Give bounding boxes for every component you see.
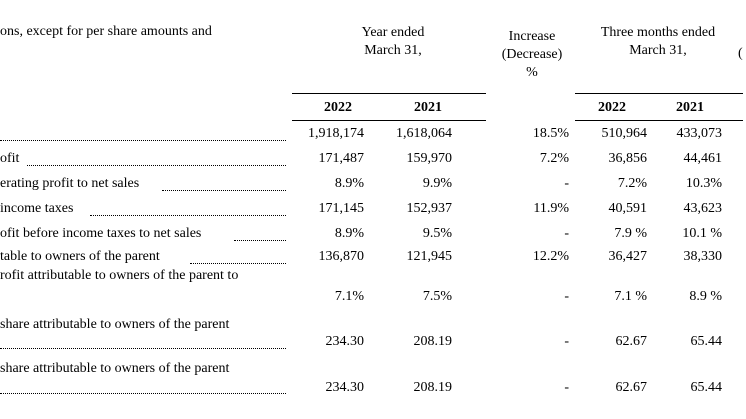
row-leader bbox=[190, 263, 286, 264]
cell-value: 11.9% bbox=[533, 201, 569, 216]
col-year-2021-a: 2021 bbox=[414, 100, 442, 115]
cell-value: 62.67 bbox=[615, 334, 648, 349]
row-label: ofit bbox=[0, 151, 20, 166]
cell-value: - bbox=[564, 176, 569, 191]
three-months-line1: Three months ended bbox=[600, 25, 716, 40]
cell-value: 65.44 bbox=[690, 380, 723, 395]
cell-value: 7.2% bbox=[539, 151, 569, 166]
cell-value: 8.9% bbox=[334, 226, 364, 241]
cell-value: 208.19 bbox=[413, 334, 453, 349]
row-label: income taxes bbox=[0, 201, 74, 216]
row-label: ofit before income taxes to net sales bbox=[0, 226, 202, 241]
cell-value: 136,870 bbox=[318, 249, 365, 264]
cell-value: 18.5% bbox=[532, 126, 569, 141]
cell-value: 43,623 bbox=[683, 201, 723, 216]
cell-value: 44,461 bbox=[683, 151, 723, 166]
cell-value: 36,427 bbox=[608, 249, 648, 264]
row-label: rofit attributable to owners of the pare… bbox=[0, 268, 239, 283]
cell-value: 7.2% bbox=[617, 176, 647, 191]
increase-line1: Increase bbox=[508, 29, 556, 44]
cell-value: - bbox=[564, 289, 569, 304]
cell-value: 510,964 bbox=[601, 126, 648, 141]
col-year-2022-a: 2022 bbox=[324, 100, 352, 115]
cell-value: 36,856 bbox=[608, 151, 648, 166]
row-leader bbox=[234, 240, 286, 241]
right-edge-paren: ( bbox=[738, 46, 743, 61]
cell-value: 10.1 % bbox=[682, 226, 722, 241]
cell-value: 234.30 bbox=[325, 334, 365, 349]
column-header-rule-b bbox=[575, 120, 743, 121]
cell-value: 152,937 bbox=[406, 201, 453, 216]
row-leader bbox=[0, 140, 286, 141]
cell-value: - bbox=[564, 380, 569, 395]
cell-value: 121,945 bbox=[406, 249, 453, 264]
cell-value: 65.44 bbox=[690, 334, 723, 349]
row-label: share attributable to owners of the pare… bbox=[0, 361, 230, 376]
cell-value: - bbox=[564, 334, 569, 349]
cell-value: 12.2% bbox=[532, 249, 569, 264]
year-ended-header: Year ended March 31, bbox=[338, 24, 448, 60]
table-caption: ons, except for per share amounts and bbox=[0, 24, 212, 39]
row-leader bbox=[0, 393, 286, 394]
row-label: share attributable to owners of the pare… bbox=[0, 317, 230, 332]
cell-value: 62.67 bbox=[615, 380, 648, 395]
year-ended-top-rule bbox=[292, 93, 486, 94]
cell-value: 7.9 % bbox=[614, 226, 647, 241]
row-leader bbox=[162, 190, 286, 191]
row-label: table to owners of the parent bbox=[0, 249, 160, 264]
column-header-rule-a bbox=[292, 120, 486, 121]
cell-value: 171,145 bbox=[318, 201, 365, 216]
row-leader bbox=[90, 215, 286, 216]
year-ended-line1: Year ended bbox=[361, 25, 425, 40]
cell-value: 7.1 % bbox=[614, 289, 647, 304]
cell-value: 171,487 bbox=[318, 151, 365, 166]
cell-value: 234.30 bbox=[325, 380, 365, 395]
increase-header: Increase (Decrease) % bbox=[490, 28, 574, 82]
three-months-header: Three months ended March 31, bbox=[578, 24, 738, 60]
three-months-line2: March 31, bbox=[629, 43, 687, 58]
cell-value: 208.19 bbox=[413, 380, 453, 395]
increase-line2: (Decrease) bbox=[501, 47, 563, 62]
row-leader bbox=[27, 165, 286, 166]
cell-value: 38,330 bbox=[683, 249, 723, 264]
cell-value: 433,073 bbox=[676, 126, 723, 141]
cell-value: 1,618,064 bbox=[396, 126, 452, 141]
cell-value: 9.5% bbox=[422, 226, 452, 241]
col-year-2022-b: 2022 bbox=[598, 100, 626, 115]
row-leader bbox=[0, 348, 286, 349]
cell-value: 8.9% bbox=[334, 176, 364, 191]
cell-value: 40,591 bbox=[608, 201, 648, 216]
cell-value: 7.5% bbox=[422, 289, 452, 304]
increase-line3: % bbox=[526, 65, 538, 80]
three-months-top-rule bbox=[575, 93, 743, 94]
cell-value: 10.3% bbox=[685, 176, 722, 191]
row-label: erating profit to net sales bbox=[0, 176, 140, 191]
year-ended-line2: March 31, bbox=[364, 43, 422, 58]
col-year-2021-b: 2021 bbox=[676, 100, 704, 115]
cell-value: 1,918,174 bbox=[308, 126, 364, 141]
cell-value: 7.1% bbox=[334, 289, 364, 304]
cell-value: 9.9% bbox=[422, 176, 452, 191]
cell-value: 8.9 % bbox=[689, 289, 722, 304]
cell-value: 159,970 bbox=[406, 151, 453, 166]
cell-value: - bbox=[564, 226, 569, 241]
